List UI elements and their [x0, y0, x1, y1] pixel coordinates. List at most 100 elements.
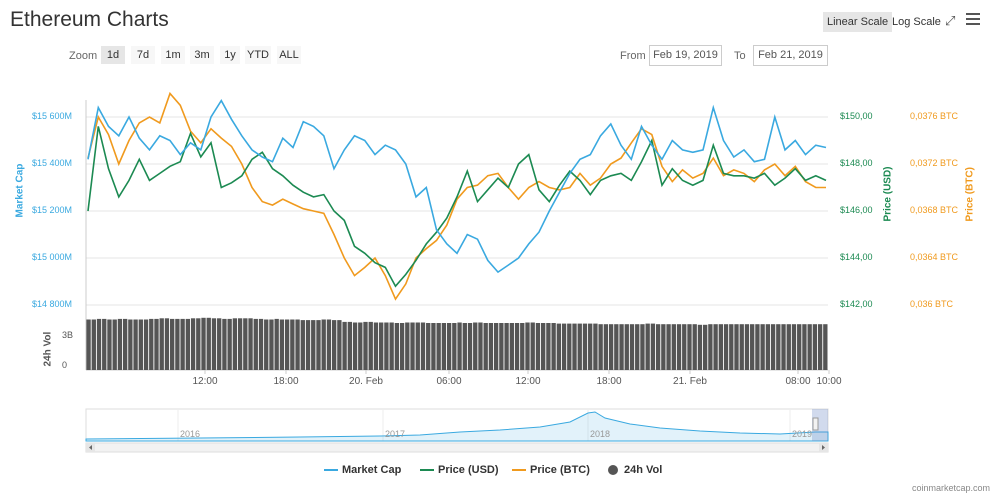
volume-bar: [410, 322, 415, 370]
volume-bar: [394, 323, 400, 370]
volume-bar: [655, 324, 661, 370]
from-label: From: [620, 50, 646, 62]
volume-bar: [802, 324, 807, 370]
credits-link[interactable]: coinmarketcap.com: [911, 483, 990, 493]
volume-bar: [405, 322, 410, 370]
volume-bar: [593, 323, 598, 370]
volume-bar: [331, 320, 337, 370]
volume-bar: [467, 323, 473, 370]
volume-bar: [201, 317, 206, 370]
volume-bar: [96, 318, 102, 370]
volume-bar: [729, 324, 734, 370]
volume-bar: [676, 324, 682, 370]
volume-bar: [452, 323, 457, 370]
volume-bar: [577, 323, 582, 370]
volume-bar: [755, 324, 760, 370]
volume-bar: [535, 323, 541, 370]
volume-bar: [718, 324, 723, 370]
volume-bar: [682, 324, 687, 370]
hamburger-menu-icon[interactable]: [966, 13, 980, 28]
volume-bar: [399, 323, 405, 370]
from-date-input[interactable]: Feb 19, 2019: [649, 45, 722, 66]
to-label: To: [734, 50, 746, 62]
volume-bar: [608, 324, 614, 370]
volume-bar: [561, 323, 567, 370]
volume-bar: [190, 318, 196, 370]
volume-bar: [603, 324, 609, 370]
zoom-button-1m[interactable]: 1m: [161, 46, 185, 64]
volume-bar: [734, 324, 739, 370]
volume-bar: [243, 318, 248, 370]
volume-bar: [149, 318, 154, 370]
volume-bar: [279, 319, 285, 370]
volume-bar: [541, 323, 546, 370]
volume-bar: [431, 323, 436, 370]
volume-bar: [457, 322, 462, 370]
volume-bar: [781, 324, 786, 370]
volume-bar: [284, 319, 290, 370]
price-btc-axis-title: Price (BTC): [964, 167, 976, 222]
x-tick-label: 21. Feb: [673, 376, 707, 387]
zoom-button-ytd[interactable]: YTD: [245, 46, 271, 64]
x-tick-label: 12:00: [515, 376, 541, 387]
volume-bar: [196, 318, 201, 370]
volume-bar: [337, 320, 342, 370]
volume-bar: [415, 322, 420, 370]
legend-item-24h-vol[interactable]: 24h Vol: [624, 464, 663, 476]
volume-bar: [598, 324, 603, 370]
scroll-right-arrow-icon: [822, 445, 825, 450]
volume-bar: [817, 324, 823, 370]
price-btc-tick: 0,036 BTC: [910, 299, 954, 309]
volume-bar: [185, 318, 191, 370]
volume-bar: [588, 323, 593, 370]
volume-bar: [661, 324, 666, 370]
market-cap-tick: $14 800M: [31, 299, 72, 309]
zoom-button-1y[interactable]: 1y: [220, 46, 240, 64]
volume-bar: [373, 322, 379, 370]
volume-bar: [274, 318, 279, 370]
zoom-button-all[interactable]: ALL: [277, 46, 301, 64]
legend-item-price-usd-[interactable]: Price (USD): [438, 464, 499, 476]
volume-bar: [368, 321, 373, 370]
volume-bar: [619, 324, 624, 370]
zoom-button-1d[interactable]: 1d: [101, 46, 125, 64]
zoom-button-3m[interactable]: 3m: [190, 46, 214, 64]
volume-bar: [253, 318, 258, 370]
volume-bar: [217, 318, 222, 370]
price-usd-tick: $144,00: [840, 252, 873, 262]
volume-bar: [514, 323, 520, 370]
volume-bar: [352, 322, 358, 370]
volume-bar: [170, 318, 175, 370]
volume-bar: [462, 323, 467, 370]
volume-bar: [750, 324, 755, 370]
volume-bar: [504, 323, 509, 370]
volume-bar: [342, 321, 347, 370]
legend-item-market-cap[interactable]: Market Cap: [342, 464, 402, 476]
navigator-year-label: 2019: [792, 429, 813, 439]
volume-bar: [530, 322, 535, 370]
volume-bar: [248, 318, 253, 370]
volume-bar: [697, 324, 703, 370]
legend-dot-marker: [608, 465, 618, 475]
volume-bar: [143, 319, 149, 370]
volume-bar: [744, 324, 750, 370]
to-date-input[interactable]: Feb 21, 2019: [753, 45, 828, 66]
log-scale-button[interactable]: Log Scale: [892, 16, 941, 28]
volume-bar: [556, 323, 562, 370]
navigator-year-label: 2018: [590, 429, 611, 439]
volume-bar: [823, 324, 828, 370]
x-tick-label: 10:00: [816, 376, 842, 387]
volume-bar: [347, 321, 352, 370]
legend-item-price-btc-[interactable]: Price (BTC): [530, 464, 590, 476]
price-usd-tick: $150,00: [840, 111, 873, 121]
volume-bar: [384, 322, 389, 370]
volume-bar: [91, 319, 96, 370]
linear-scale-button[interactable]: Linear Scale: [823, 12, 893, 32]
volume-bar: [478, 322, 483, 370]
zoom-button-7d[interactable]: 7d: [131, 46, 155, 64]
volume-bar: [117, 318, 123, 370]
expand-icon[interactable]: ⤢: [945, 13, 956, 28]
volume-bar: [807, 324, 812, 370]
volume-bar: [671, 324, 676, 370]
